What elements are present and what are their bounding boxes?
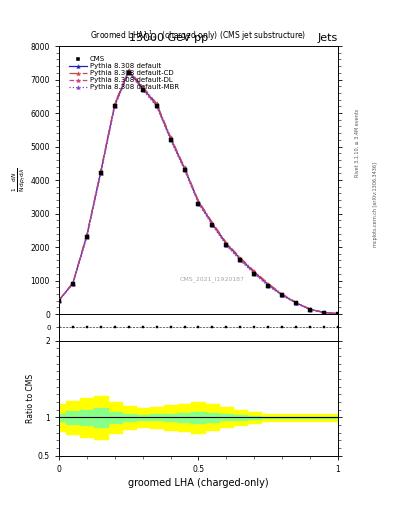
Text: Rivet 3.1.10, ≥ 3.4M events: Rivet 3.1.10, ≥ 3.4M events	[355, 109, 360, 178]
X-axis label: groomed LHA (charged-only): groomed LHA (charged-only)	[128, 478, 269, 488]
Legend: CMS, Pythia 8.308 default, Pythia 8.308 default-CD, Pythia 8.308 default-DL, Pyt: CMS, Pythia 8.308 default, Pythia 8.308 …	[67, 54, 182, 93]
Text: Jets: Jets	[318, 33, 338, 44]
Text: mcplots.cern.ch [arXiv:1306.3436]: mcplots.cern.ch [arXiv:1306.3436]	[373, 162, 378, 247]
Text: CMS_2021_I1920187: CMS_2021_I1920187	[180, 276, 245, 282]
Y-axis label: $\frac{1}{\mathrm{N}} \frac{\mathrm{d}N}{\mathrm{d}p_T \mathrm{d}\lambda}$: $\frac{1}{\mathrm{N}} \frac{\mathrm{d}N}…	[11, 168, 28, 193]
Text: 13000 GeV pp: 13000 GeV pp	[129, 33, 209, 44]
Y-axis label: Ratio to CMS: Ratio to CMS	[26, 374, 35, 423]
Text: Groomed LHA$\lambda^1_{0.5}$  (charged only) (CMS jet substructure): Groomed LHA$\lambda^1_{0.5}$ (charged on…	[90, 29, 307, 44]
